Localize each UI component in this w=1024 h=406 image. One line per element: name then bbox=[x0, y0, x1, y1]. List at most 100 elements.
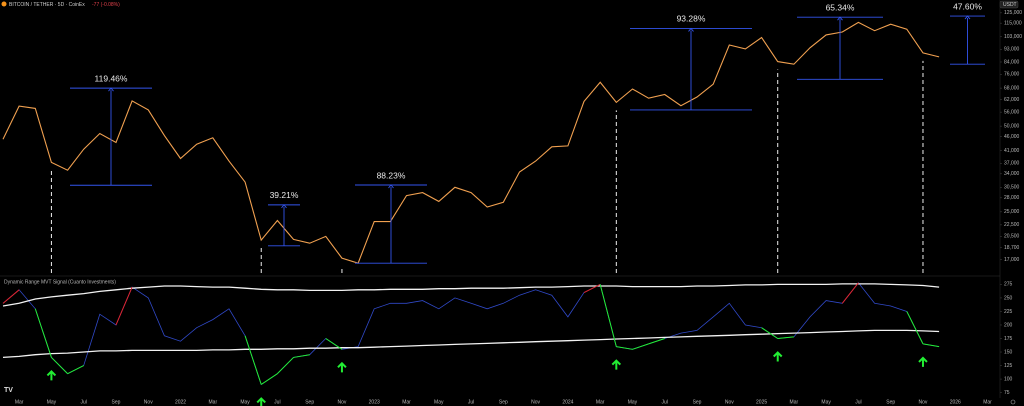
y-tick-label: 275 bbox=[1004, 282, 1013, 288]
x-tick-label: Mar bbox=[983, 399, 992, 405]
measure-label: 65.34% bbox=[826, 2, 855, 12]
y-tick-label: 46,000 bbox=[1004, 134, 1020, 140]
x-tick-label: Jul bbox=[274, 399, 280, 405]
x-tick-label: Sep bbox=[112, 399, 121, 405]
x-tick-label: Mar bbox=[15, 399, 24, 405]
signal-below bbox=[632, 343, 649, 350]
buy-arrow bbox=[337, 361, 347, 373]
y-tick-label: 25,000 bbox=[1004, 209, 1020, 215]
x-tick-label: Sep bbox=[305, 399, 314, 405]
measure-arrowhead bbox=[837, 16, 843, 21]
symbol-title: BITCOIN / TETHER · 5D · CoinEx bbox=[9, 2, 85, 8]
buy-arrow bbox=[773, 351, 783, 362]
x-tick-label: Mar bbox=[209, 399, 218, 405]
x-tick-label: Mar bbox=[596, 399, 605, 405]
signal-below bbox=[51, 357, 68, 375]
y-tick-label: 125 bbox=[1004, 363, 1013, 369]
x-tick-label: 2025 bbox=[756, 399, 767, 405]
buy-arrow bbox=[918, 356, 928, 367]
x-tick-label: May bbox=[434, 399, 444, 405]
x-tick-label: 2023 bbox=[369, 399, 380, 405]
band-line bbox=[2, 329, 940, 359]
y-tick-label: 50,000 bbox=[1004, 123, 1020, 129]
x-tick-label: 2024 bbox=[562, 399, 573, 405]
y-tick-label: 93,000 bbox=[1004, 47, 1020, 53]
signal-below bbox=[761, 327, 778, 339]
x-tick-label: May bbox=[821, 399, 831, 405]
x-tick-label: Jul bbox=[80, 399, 86, 405]
settings-button[interactable] bbox=[1010, 399, 1016, 405]
x-tick-label: Mar bbox=[402, 399, 411, 405]
signal-below bbox=[260, 373, 278, 385]
measure-arrowhead bbox=[108, 87, 114, 92]
y-tick-label: 56,000 bbox=[1004, 109, 1020, 115]
y-tick-label: 34,000 bbox=[1004, 171, 1020, 177]
measure-arrowhead bbox=[281, 204, 287, 209]
y-tick-label: 103,000 bbox=[1004, 34, 1022, 40]
signal-below bbox=[599, 284, 617, 347]
y-tick-label: 175 bbox=[1004, 336, 1013, 342]
measure-arrowhead bbox=[688, 27, 694, 32]
x-tick-label: Sep bbox=[499, 399, 508, 405]
measure-label: 39.21% bbox=[270, 190, 299, 200]
x-tick-label: Sep bbox=[886, 399, 895, 405]
y-tick-label: 37,000 bbox=[1004, 161, 1020, 167]
x-tick-label: 2022 bbox=[175, 399, 186, 405]
x-tick-label: Mar bbox=[790, 399, 799, 405]
signal-below bbox=[616, 346, 633, 350]
signal-above bbox=[841, 282, 859, 304]
signal-below bbox=[67, 365, 84, 375]
x-tick-label: May bbox=[240, 399, 250, 405]
signal-below bbox=[34, 308, 52, 358]
signal-above bbox=[2, 289, 20, 304]
y-tick-label: 28,000 bbox=[1004, 195, 1020, 201]
signal-above bbox=[583, 283, 601, 293]
measure-arrowhead bbox=[964, 15, 971, 20]
price-line bbox=[2, 21, 940, 264]
x-tick-label: Nov bbox=[531, 399, 540, 405]
x-tick-label: Sep bbox=[693, 399, 702, 405]
y-tick-label: 150 bbox=[1004, 349, 1013, 355]
y-tick-label: 62,000 bbox=[1004, 97, 1020, 103]
x-tick-label: 2026 bbox=[950, 399, 961, 405]
x-tick-label: Nov bbox=[144, 399, 153, 405]
signal-below bbox=[293, 354, 310, 358]
y-tick-label: 84,000 bbox=[1004, 59, 1020, 65]
x-tick-label: Jul bbox=[468, 399, 474, 405]
x-tick-label: May bbox=[47, 399, 57, 405]
y-tick-label: 75 bbox=[1004, 390, 1010, 396]
measure-label: 47.60% bbox=[953, 1, 982, 11]
x-tick-label: Nov bbox=[725, 399, 734, 405]
signal-below bbox=[648, 338, 665, 345]
signal-below bbox=[777, 336, 794, 339]
y-tick-label: 100 bbox=[1004, 376, 1013, 382]
y-tick-label: 76,000 bbox=[1004, 72, 1020, 78]
y-tick-label: 125,000 bbox=[1004, 10, 1022, 16]
signal-below bbox=[244, 335, 262, 385]
x-tick-label: Nov bbox=[337, 399, 346, 405]
signal-above bbox=[115, 286, 133, 326]
y-tick-label: 17,000 bbox=[1004, 257, 1020, 263]
y-tick-label: 41,000 bbox=[1004, 148, 1020, 154]
y-tick-label: 18,700 bbox=[1004, 245, 1020, 251]
measure-arrowhead bbox=[388, 184, 394, 189]
measure-label: 93.28% bbox=[677, 14, 706, 24]
y-tick-label: 20,500 bbox=[1004, 234, 1020, 240]
x-tick-label: Jul bbox=[855, 399, 861, 405]
y-tick-label: 115,000 bbox=[1004, 20, 1022, 26]
y-tick-label: 250 bbox=[1004, 295, 1013, 301]
buy-arrow bbox=[611, 359, 622, 370]
coin-icon bbox=[1, 1, 7, 7]
signal-below bbox=[277, 357, 294, 375]
price-change: -77 (-0.08%) bbox=[92, 2, 120, 8]
x-tick-label: Nov bbox=[919, 399, 928, 405]
y-tick-label: 22,500 bbox=[1004, 222, 1020, 228]
band-line bbox=[2, 283, 940, 307]
measure-label: 88.23% bbox=[377, 170, 406, 180]
signal-below bbox=[906, 311, 924, 345]
y-tick-label: 225 bbox=[1004, 309, 1013, 315]
currency-label[interactable]: USDT bbox=[1003, 2, 1017, 8]
y-tick-label: 200 bbox=[1004, 322, 1013, 328]
